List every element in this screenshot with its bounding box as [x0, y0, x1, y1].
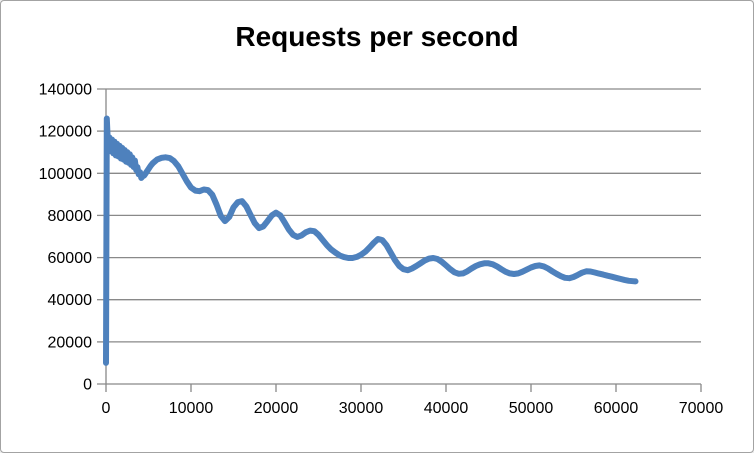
x-tick-label: 40000 — [424, 400, 469, 417]
y-tick-label: 40000 — [48, 292, 93, 309]
x-tick-label: 70000 — [679, 400, 724, 417]
y-tick-label: 120000 — [39, 124, 92, 141]
x-tick-label: 20000 — [254, 400, 299, 417]
x-tick-label: 0 — [102, 400, 111, 417]
y-tick-label: 60000 — [48, 250, 93, 267]
series-line — [103, 115, 639, 366]
chart-title: Requests per second — [235, 21, 519, 52]
x-tick-label: 10000 — [169, 400, 214, 417]
y-tick-label: 100000 — [39, 166, 92, 183]
y-tick-label: 140000 — [39, 82, 92, 99]
x-tick-label: 60000 — [594, 400, 639, 417]
x-tick-label: 30000 — [339, 400, 384, 417]
y-tick-label: 80000 — [48, 208, 93, 225]
y-tick-label: 0 — [83, 377, 92, 394]
x-tick-label: 50000 — [509, 400, 554, 417]
y-tick-label: 20000 — [48, 334, 93, 351]
